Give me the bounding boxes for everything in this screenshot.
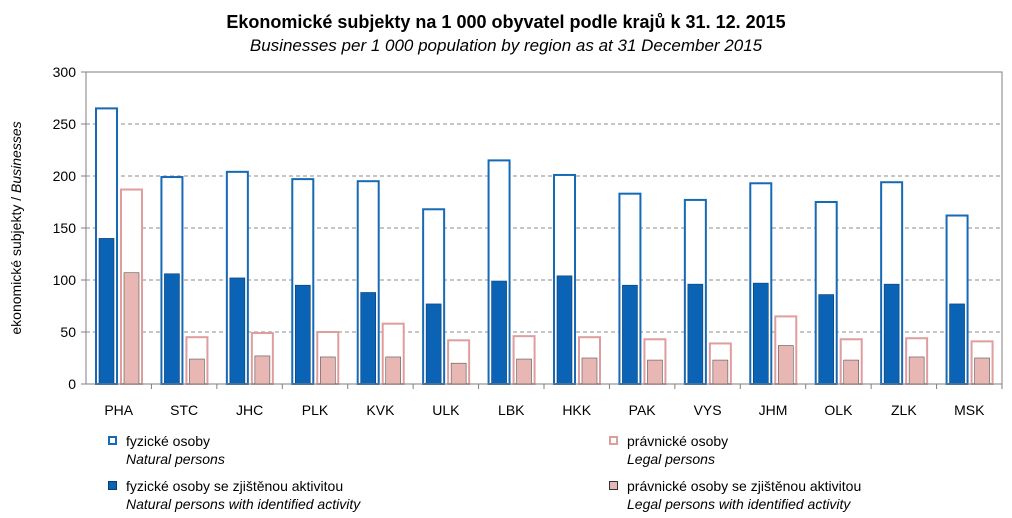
bar-legal-persons-active [908, 356, 925, 385]
legend-swatch-natural-active-icon [108, 481, 117, 490]
bar-legal-persons-active [974, 357, 990, 385]
bar-legal-persons-active [647, 359, 663, 385]
legend-label-cz: právnické osoby se zjištěnou aktivitou [627, 478, 862, 494]
legend-swatch-natural-icon [108, 436, 117, 445]
y-axis-label: ekonomické subjekty / Businesses [8, 121, 24, 334]
x-tick-label: JHC [236, 402, 263, 418]
bar-natural-persons-active [883, 283, 900, 385]
y-axis-label-italic: Businesses [8, 121, 24, 193]
gridlines [86, 71, 1002, 333]
legend-label-cz: fyzické osoby [126, 433, 211, 449]
bar-natural-persons-active [949, 303, 965, 385]
bar-natural-persons-active [98, 238, 115, 385]
bar-legal-persons-active [581, 357, 598, 385]
bar-natural-persons-active [294, 284, 311, 385]
bars [95, 107, 994, 386]
bar-natural-persons-active [752, 282, 769, 385]
bar-legal-persons-active [843, 359, 860, 385]
legend-label-en: Natural persons with identified activity [126, 496, 361, 512]
y-tick-label: 150 [53, 220, 77, 236]
bar-natural-persons-active [360, 292, 377, 385]
bar-legal-persons-active [516, 358, 532, 385]
bar-natural-persons-active [229, 277, 246, 385]
chart-subtitle: Businesses per 1 000 population by regio… [249, 36, 763, 55]
legend-label-cz: právnické osoby [627, 433, 729, 449]
x-tick-label: KVK [366, 402, 395, 418]
x-tick-label: PAK [629, 402, 657, 418]
bar-natural-persons-active [556, 275, 573, 385]
x-tick-label: PHA [104, 402, 133, 418]
x-tick-label: STC [170, 402, 198, 418]
bar-natural-persons-active [164, 273, 180, 385]
bar-legal-persons-active [254, 355, 271, 385]
legend-label-en: Natural persons [126, 451, 225, 467]
bar-legal-persons-active [450, 362, 467, 385]
y-tick-label: 250 [53, 116, 77, 132]
axes [81, 71, 1003, 389]
x-tick-label: OLK [824, 402, 853, 418]
x-tick-label: HKK [562, 402, 591, 418]
tick-labels: 0 50 100 150 200 250 300 PHA STC JHC PLK KVK ULK LBK H… [53, 64, 985, 418]
legend-swatch-legal-icon [609, 436, 618, 445]
bar-legal-persons-active [189, 358, 205, 385]
bar-natural-persons-active [425, 303, 442, 385]
y-tick-label: 50 [60, 324, 76, 340]
bar-legal-persons-active [712, 359, 729, 385]
bar-natural-persons-active [818, 294, 835, 385]
legend-swatch-legal-active-icon [609, 481, 618, 490]
bar-legal-persons-active [319, 356, 336, 385]
x-tick-label: ZLK [891, 402, 917, 418]
bar-legal-persons-active [123, 272, 140, 385]
legend-label-en: Legal persons with identified activity [627, 496, 851, 512]
y-axis-label-main: ekonomické subjekty / [8, 193, 24, 335]
bar-legal-persons-active [777, 345, 794, 385]
x-tick-label: ULK [432, 402, 460, 418]
bar-legal-persons-active [385, 356, 402, 385]
bar-natural-persons-active [491, 280, 507, 385]
legend-label-en: Legal persons [627, 451, 715, 467]
bar-natural-persons-active [687, 283, 704, 385]
y-tick-label: 0 [68, 376, 76, 392]
y-tick-label: 300 [53, 64, 77, 80]
x-tick-label: PLK [302, 402, 329, 418]
y-tick-label: 200 [53, 168, 77, 184]
x-tick-label: LBK [498, 402, 525, 418]
y-tick-label: 100 [53, 272, 77, 288]
x-tick-label: JHM [759, 402, 788, 418]
bar-natural-persons-active [622, 284, 638, 385]
legend-label-cz: fyzické osoby se zjištěnou aktivitou [126, 478, 344, 494]
x-tick-label: VYS [694, 402, 722, 418]
x-tick-label: MSK [954, 402, 985, 418]
chart-title: Ekonomické subjekty na 1 000 obyvatel po… [226, 12, 786, 32]
